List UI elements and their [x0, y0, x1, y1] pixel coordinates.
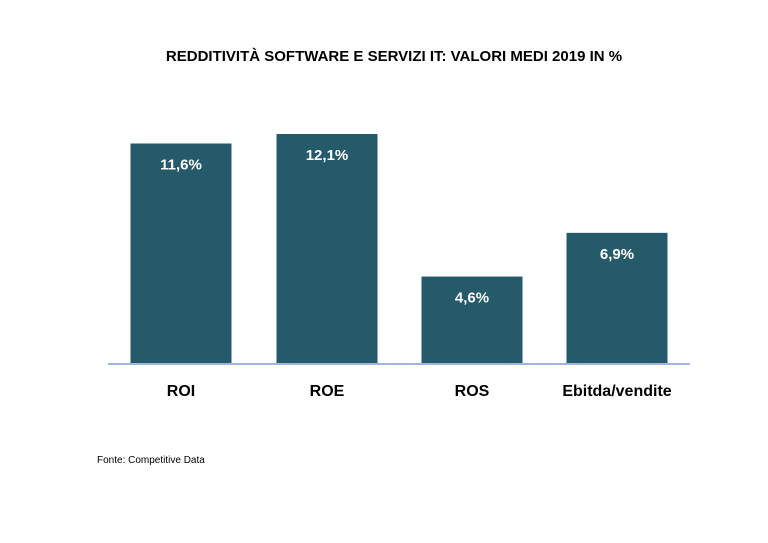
category-label: ROI: [167, 383, 195, 400]
labels-layer: 11,6% ROI 12,1% ROE 4,6% ROS 6,9% Ebitda/vendit…: [160, 147, 672, 400]
bar-roi: [130, 143, 232, 364]
category-label: Ebitda/vendite: [562, 383, 671, 400]
bar-ros: [421, 276, 523, 364]
bars-layer: [130, 134, 668, 364]
category-label: ROE: [310, 383, 345, 400]
source-note: Fonte: Competitive Data: [97, 455, 205, 466]
data-label: 4,6%: [455, 290, 489, 307]
bar-roe: [276, 134, 378, 364]
data-label: 6,9%: [600, 246, 634, 263]
category-label: ROS: [455, 383, 490, 400]
data-label: 12,1%: [306, 147, 349, 164]
chart-title: REDDITIVITÀ SOFTWARE E SERVIZI IT: VALOR…: [165, 48, 623, 65]
bar-ebitda-vendite: [566, 232, 668, 364]
data-label: 11,6%: [160, 157, 202, 174]
